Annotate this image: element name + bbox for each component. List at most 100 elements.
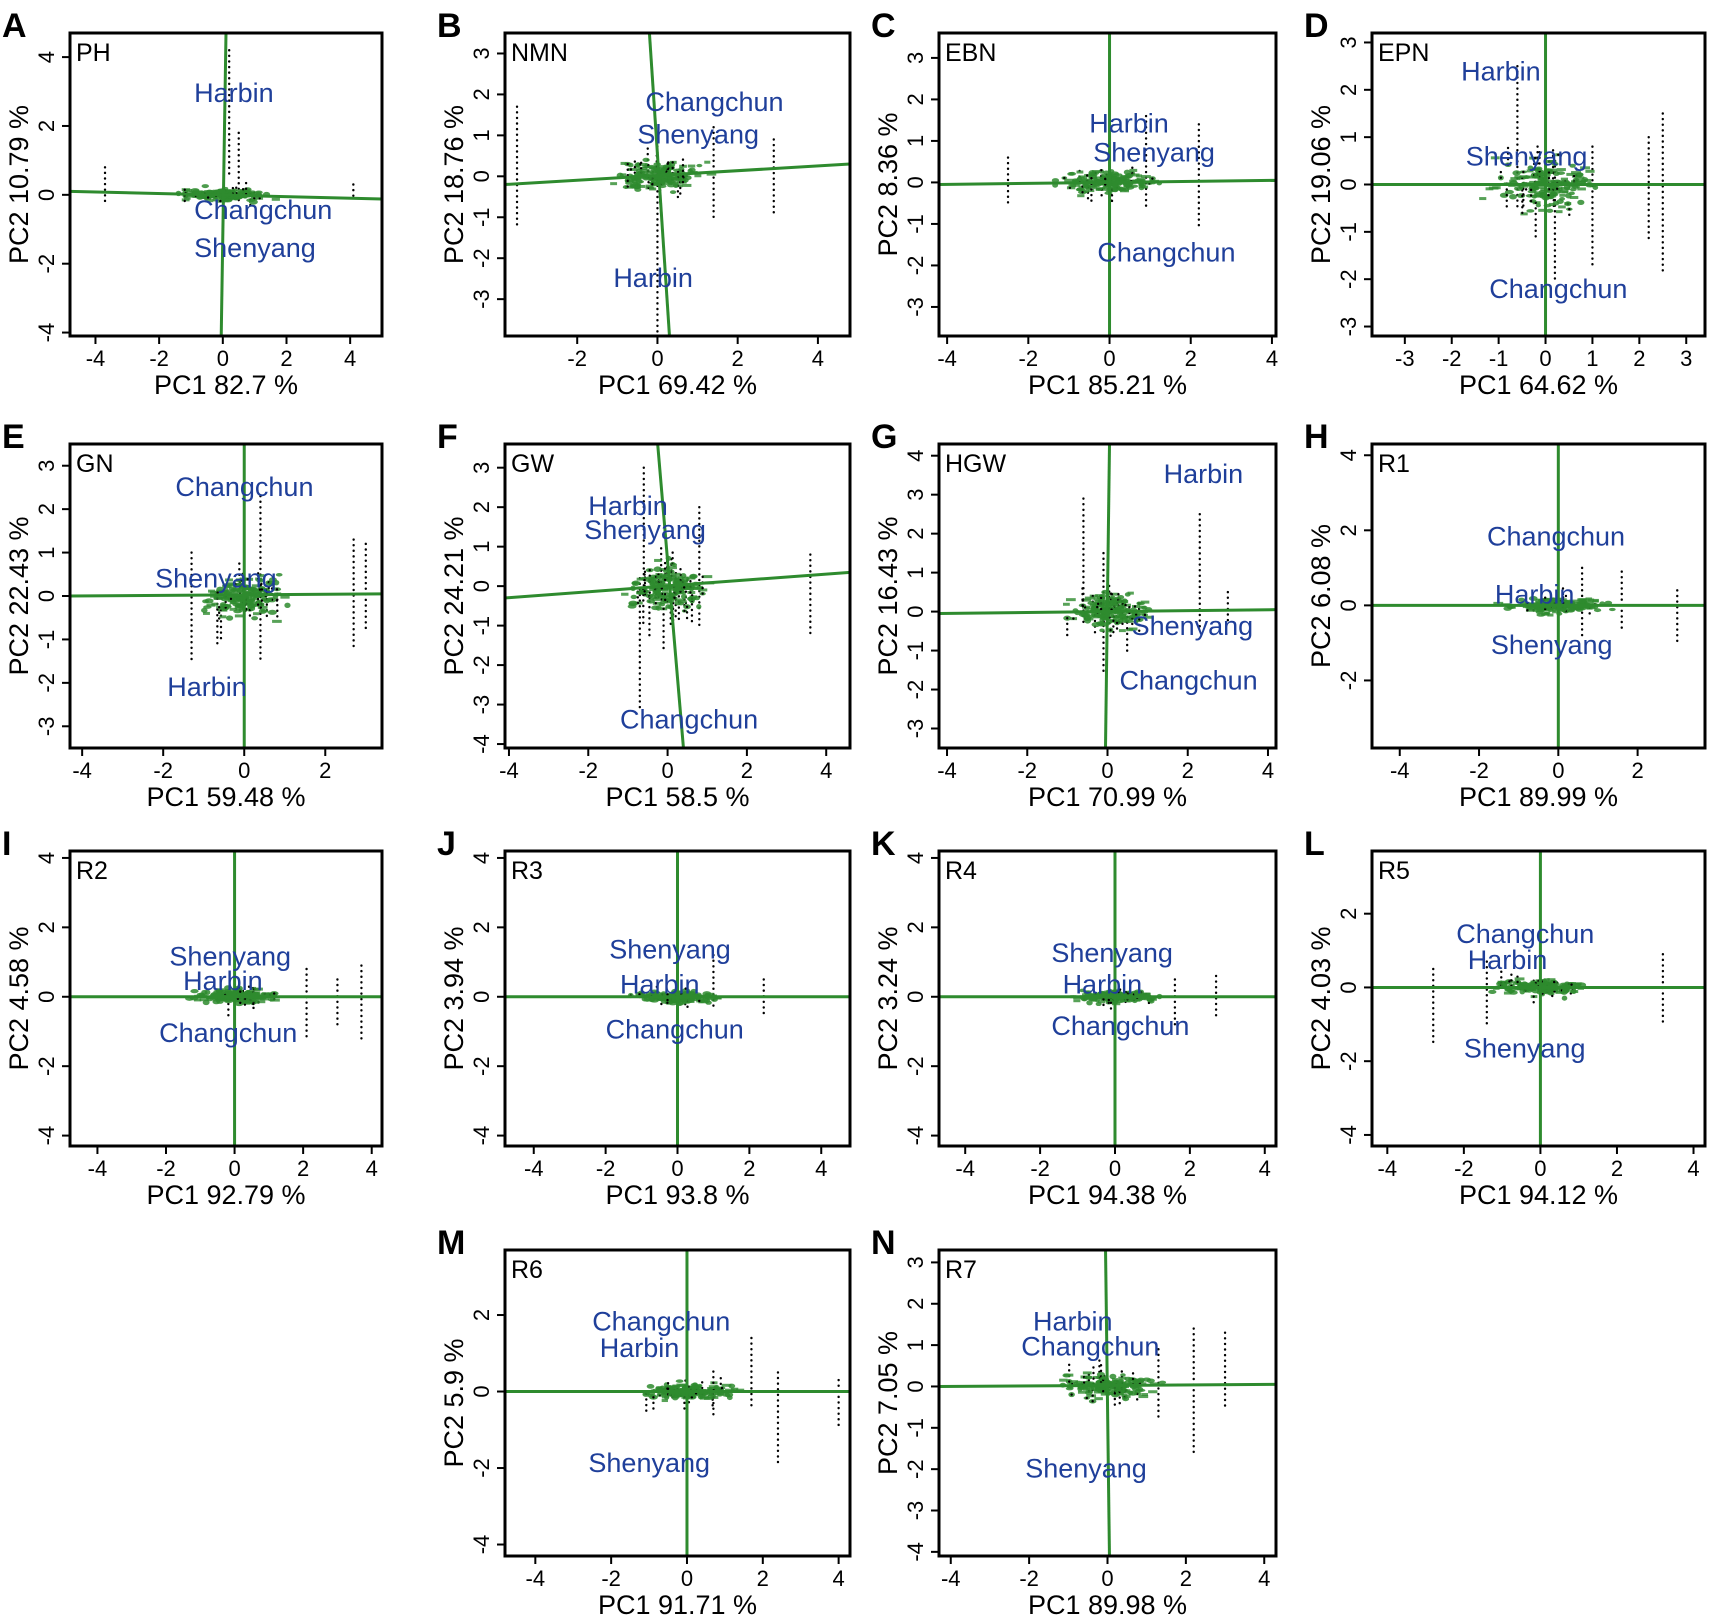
genotype-point	[1109, 1373, 1117, 1380]
genotype-point	[696, 1393, 703, 1397]
genotype-point	[1519, 988, 1526, 995]
y-tick-label: -1	[903, 1418, 928, 1438]
x-tick-label: -2	[1469, 758, 1489, 783]
genotype-point	[1123, 183, 1132, 188]
genotype-point	[1528, 596, 1538, 601]
plot-area	[505, 851, 850, 1146]
y-tick-label: -2	[469, 655, 494, 675]
genotype-point	[1551, 600, 1561, 604]
y-axis-title: PC2 22.43 %	[4, 516, 34, 675]
genotype-point	[202, 599, 210, 604]
genotype-point	[1503, 991, 1512, 995]
y-tick-label: -2	[34, 673, 59, 693]
x-tick-label: 4	[820, 758, 832, 783]
y-tick-label: -2	[1336, 1051, 1361, 1071]
genotype-point	[728, 1383, 736, 1389]
y-tick-label: 4	[1336, 449, 1361, 461]
env-label-harbin: Harbin	[1461, 56, 1541, 86]
genotype-point	[1098, 600, 1108, 604]
genotype-point	[1526, 209, 1535, 213]
trait-label: EBN	[945, 39, 996, 67]
genotype-point	[661, 175, 668, 179]
genotype-point	[1535, 203, 1542, 208]
plot-area	[1372, 444, 1705, 748]
trait-label: HGW	[945, 450, 1007, 478]
genotype-point	[652, 597, 662, 601]
genotype-point	[1556, 168, 1566, 172]
genotype-point	[685, 584, 694, 588]
trait-label: EPN	[1378, 39, 1429, 67]
genotype-point	[1128, 627, 1138, 631]
y-tick-label: 3	[1336, 36, 1361, 48]
genotype-point	[1082, 1371, 1092, 1375]
x-tick-label: 2	[741, 758, 753, 783]
genotype-point	[722, 1392, 731, 1397]
genotype-point	[648, 998, 655, 1002]
x-tick-label: 0	[1534, 1156, 1546, 1181]
y-tick-label: 3	[469, 47, 494, 59]
genotype-point	[706, 172, 717, 176]
genotype-point	[1510, 177, 1521, 181]
y-axis-title: PC2 7.05 %	[873, 1331, 903, 1475]
env-label-harbin: Harbin	[1089, 109, 1169, 139]
genotype-point	[1084, 173, 1093, 177]
genotype-point	[1546, 208, 1554, 213]
genotype-point	[1106, 187, 1117, 191]
green-axis-vertical	[1104, 1250, 1111, 1556]
y-tick-label: -2	[34, 1056, 59, 1076]
genotype-point	[621, 592, 629, 596]
genotype-point	[1088, 176, 1098, 180]
genotype-point	[639, 169, 650, 173]
x-tick-label: 2	[732, 346, 744, 371]
genotype-point	[693, 1385, 702, 1389]
genotype-point	[644, 578, 652, 582]
genotype-point	[681, 580, 688, 584]
genotype-point	[1525, 194, 1534, 198]
genotype-point	[1092, 1375, 1100, 1379]
genotype-point	[238, 999, 246, 1003]
y-tick-label: -1	[903, 641, 928, 661]
y-tick-label: 3	[34, 460, 59, 472]
genotype-point	[642, 157, 650, 163]
genotype-point	[1127, 591, 1134, 595]
genotype-point	[181, 198, 190, 202]
genotype-point	[1572, 982, 1580, 986]
genotype-point	[1141, 175, 1151, 179]
genotype-point	[1569, 195, 1579, 199]
genotype-point	[650, 167, 658, 171]
genotype-point	[221, 989, 232, 993]
trait-label: NMN	[511, 39, 568, 67]
genotype-point	[667, 183, 676, 188]
genotype-point	[1131, 998, 1138, 1004]
x-tick-label: -2	[1030, 1156, 1050, 1181]
genotype-point	[1096, 187, 1103, 191]
panel-J: Shenyang Harbin Changchun -4 -2 0 2 4 -4 -2 0 2 4 PC1…	[437, 825, 852, 1210]
genotype-point	[1559, 193, 1566, 197]
genotype-point	[1092, 170, 1100, 174]
genotype-point	[1068, 1380, 1078, 1384]
genotype-point	[1547, 168, 1558, 172]
genotype-point	[223, 604, 231, 608]
plot-frame	[1370, 442, 1707, 750]
x-tick-label: 1	[1586, 346, 1598, 371]
x-tick-label: -2	[1017, 758, 1037, 783]
y-tick-label: 2	[903, 93, 928, 105]
genotype-point	[183, 196, 191, 200]
x-axis-title: PC1 85.21 %	[1028, 370, 1187, 400]
x-tick-label: -4	[86, 346, 106, 371]
genotype-point	[1086, 1394, 1097, 1398]
y-tick-label: 1	[903, 566, 928, 578]
genotype-point	[1095, 594, 1104, 598]
genotype-point	[259, 997, 269, 1001]
genotype-point	[193, 998, 202, 1002]
genotype-point	[258, 608, 267, 614]
genotype-point	[1105, 600, 1115, 604]
genotype-point	[1549, 597, 1558, 601]
genotype-points	[1059, 1357, 1167, 1408]
genotype-point	[1141, 605, 1148, 610]
genotype-point	[1108, 592, 1119, 596]
genotype-point	[197, 195, 207, 199]
genotype-point	[1112, 1381, 1123, 1385]
